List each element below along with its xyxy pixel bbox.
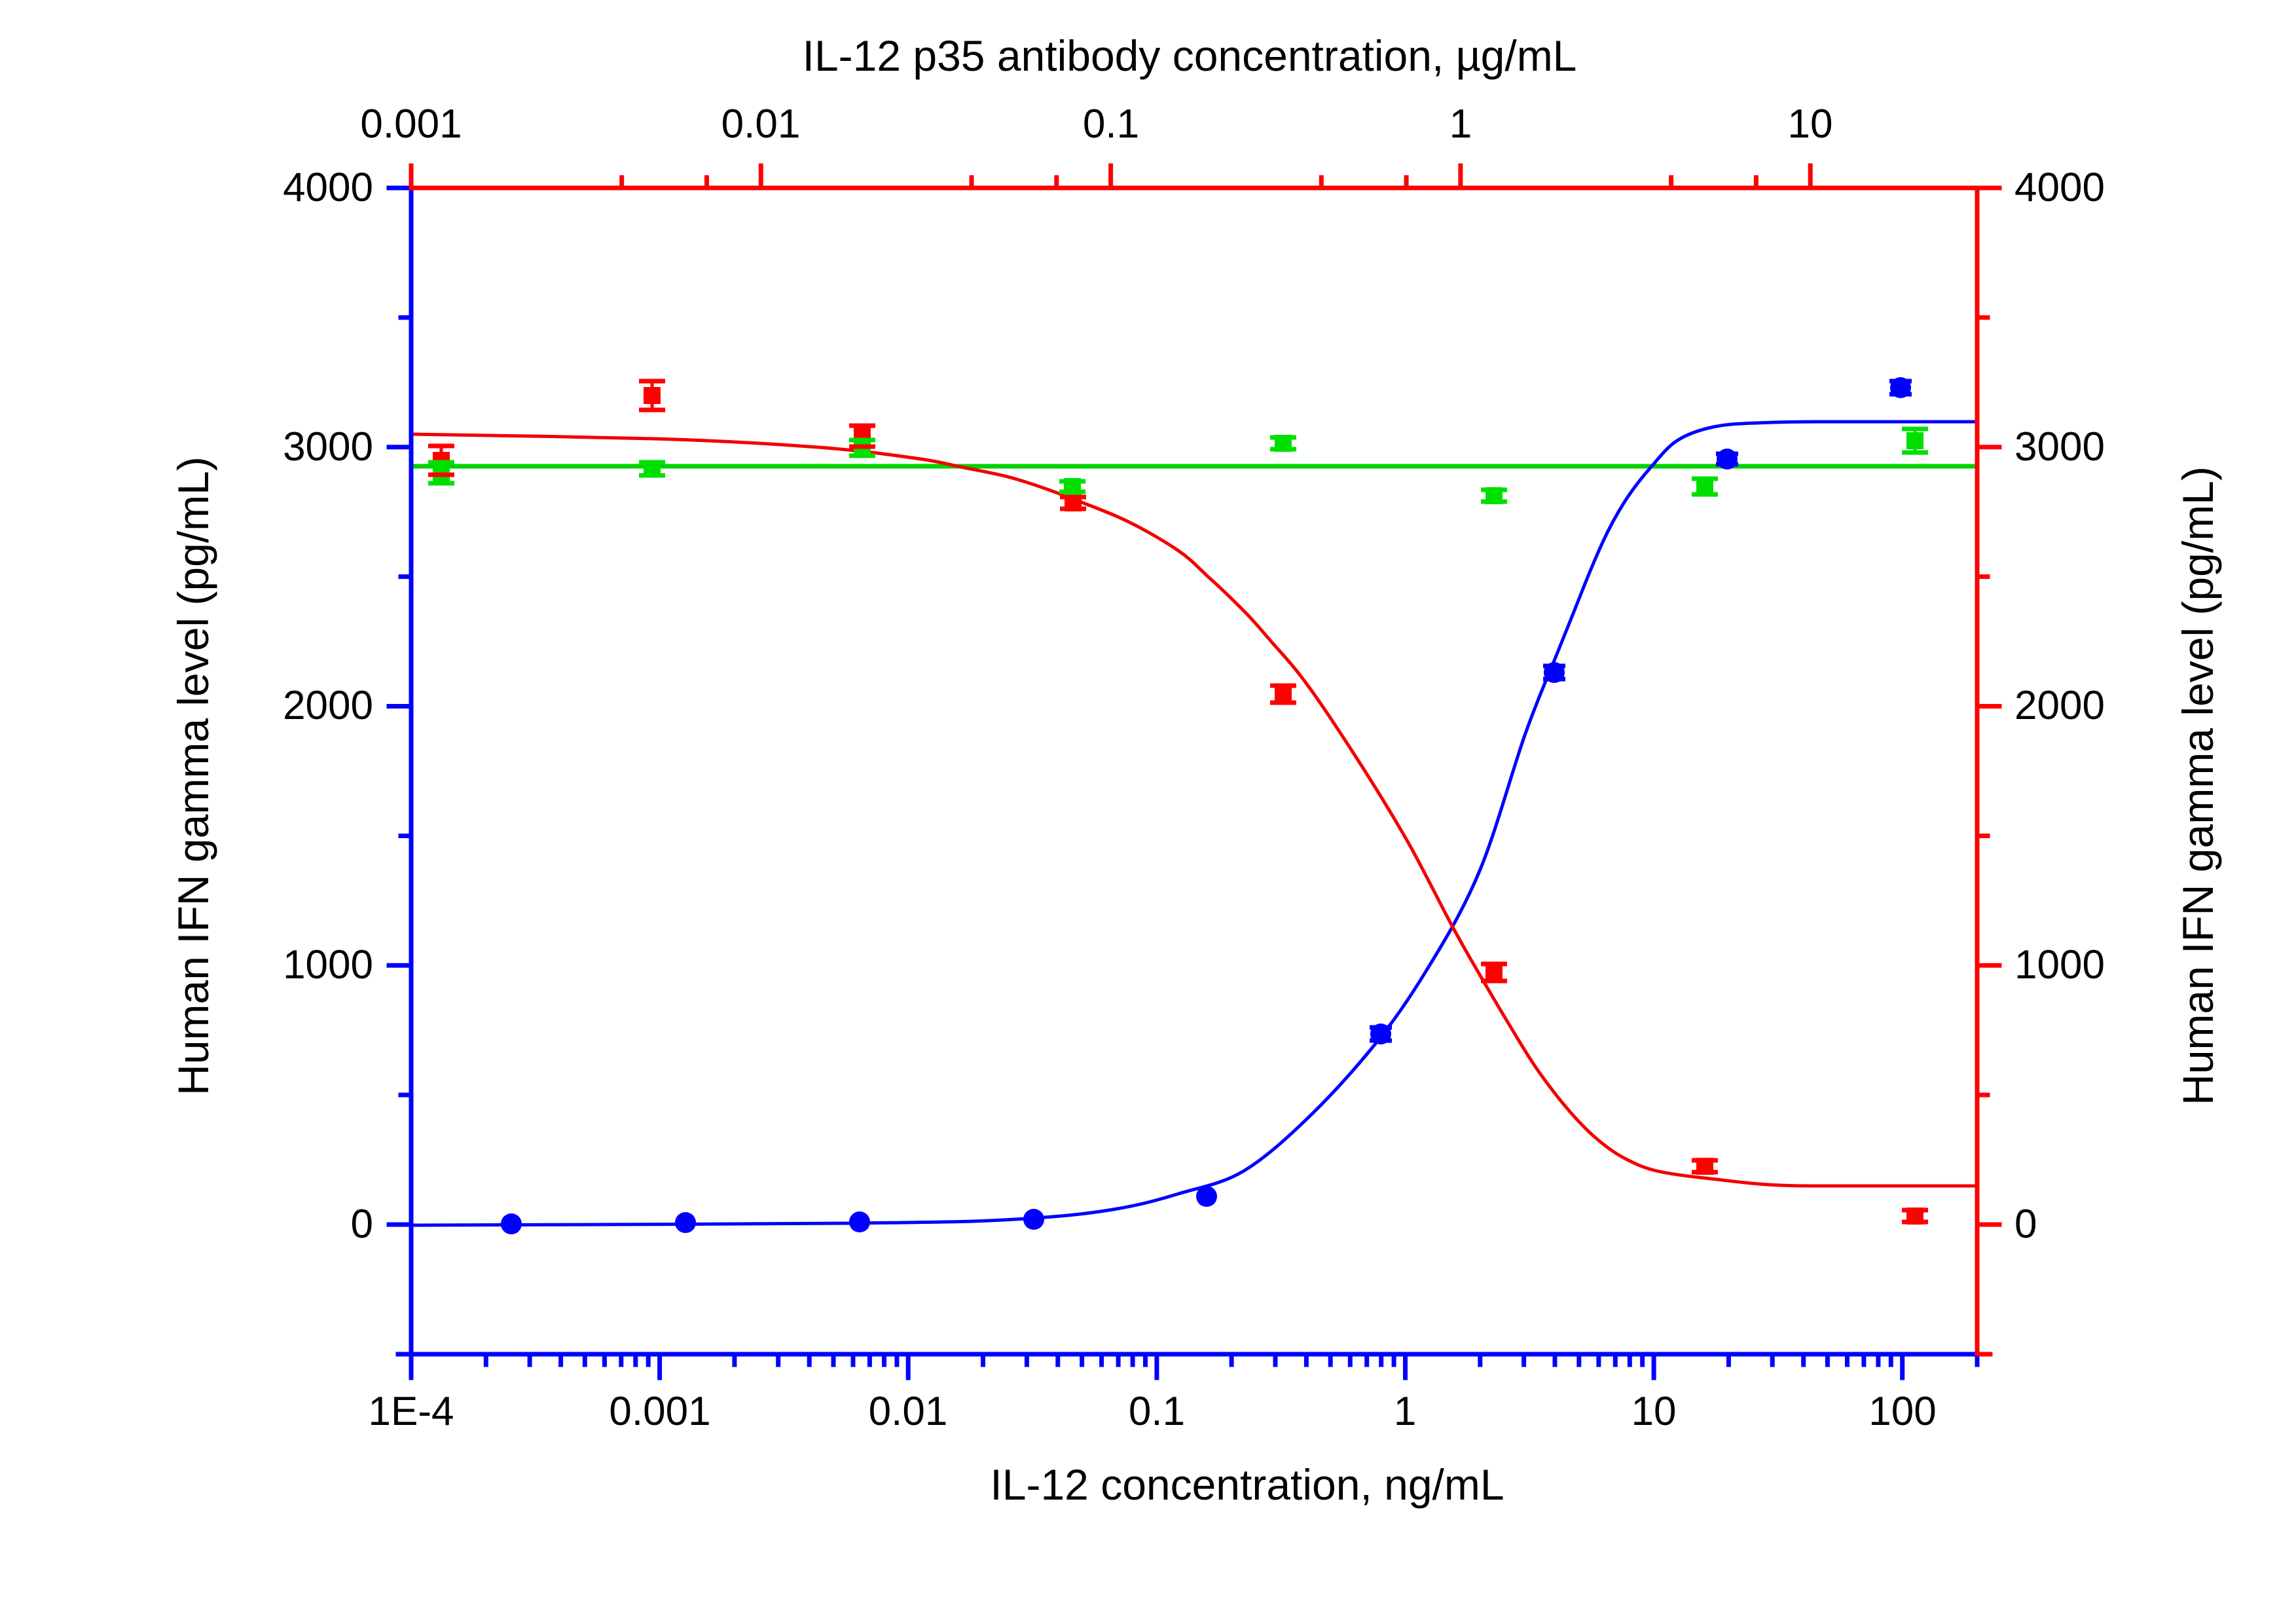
svg-text:100: 100 — [1868, 1389, 1936, 1434]
svg-text:1: 1 — [1394, 1389, 1416, 1434]
svg-text:4000: 4000 — [283, 165, 373, 210]
svg-text:2000: 2000 — [283, 683, 373, 728]
svg-text:0.01: 0.01 — [869, 1389, 948, 1434]
svg-text:0.1: 0.1 — [1129, 1389, 1185, 1434]
svg-text:1000: 1000 — [2014, 942, 2105, 987]
svg-text:0.1: 0.1 — [1083, 101, 1139, 147]
svg-text:10: 10 — [1631, 1389, 1677, 1434]
svg-text:0: 0 — [351, 1202, 373, 1247]
svg-text:10: 10 — [1788, 101, 1833, 147]
svg-text:Human IFN gamma level (pg/mL): Human IFN gamma level (pg/mL) — [2174, 466, 2222, 1105]
svg-text:Human IFN gamma level (pg/mL): Human IFN gamma level (pg/mL) — [169, 456, 217, 1096]
svg-text:IL-12 p35 antibody concentrati: IL-12 p35 antibody concentration, µg/mL — [803, 31, 1577, 80]
svg-text:3000: 3000 — [2014, 424, 2105, 470]
svg-text:2000: 2000 — [2014, 683, 2105, 728]
svg-text:0.01: 0.01 — [721, 101, 801, 147]
svg-text:0: 0 — [2014, 1202, 2037, 1247]
svg-text:3000: 3000 — [283, 424, 373, 470]
svg-text:1000: 1000 — [283, 942, 373, 987]
svg-text:1: 1 — [1449, 101, 1472, 147]
svg-text:0.001: 0.001 — [609, 1389, 710, 1434]
svg-text:0.001: 0.001 — [360, 101, 462, 147]
svg-text:1E-4: 1E-4 — [369, 1389, 454, 1434]
svg-text:4000: 4000 — [2014, 165, 2105, 210]
svg-text:IL-12 concentration, ng/mL: IL-12 concentration, ng/mL — [990, 1460, 1504, 1509]
